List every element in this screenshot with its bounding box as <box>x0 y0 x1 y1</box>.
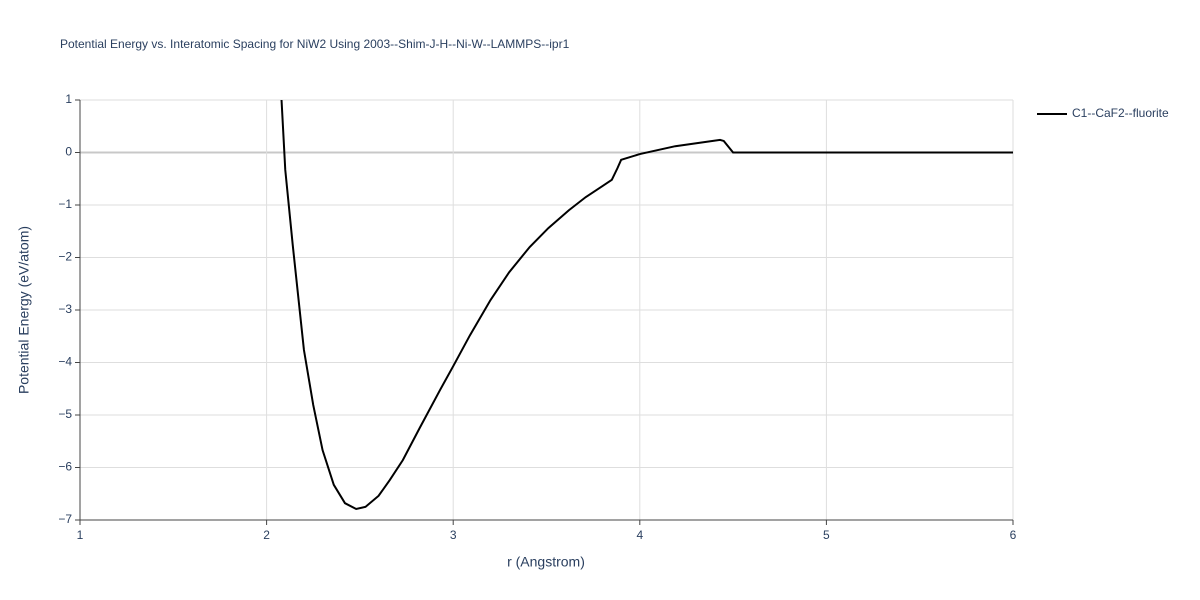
chart-title: Potential Energy vs. Interatomic Spacing… <box>60 37 570 51</box>
y-tick-label: 0 <box>65 145 72 159</box>
y-tick-label: −4 <box>58 355 72 369</box>
x-tick-label: 4 <box>636 528 643 542</box>
y-tick-label: −1 <box>58 197 72 211</box>
y-axis-label: Potential Energy (eV/atom) <box>16 226 32 394</box>
x-tick-label: 6 <box>1010 528 1017 542</box>
x-tick-label: 2 <box>263 528 270 542</box>
y-tick-label: −6 <box>58 460 72 474</box>
x-tick-label: 3 <box>450 528 457 542</box>
y-tick-label: −5 <box>58 407 72 421</box>
legend-label: C1--CaF2--fluorite <box>1072 106 1169 120</box>
x-tick-label: 1 <box>77 528 84 542</box>
y-tick-label: −2 <box>58 250 72 264</box>
x-axis-label: r (Angstrom) <box>507 554 585 570</box>
data-line <box>280 100 1013 511</box>
y-tick-label: −3 <box>58 302 72 316</box>
y-tick-label: 1 <box>65 92 72 106</box>
x-tick-label: 5 <box>823 528 830 542</box>
y-tick-label: −7 <box>58 512 72 526</box>
